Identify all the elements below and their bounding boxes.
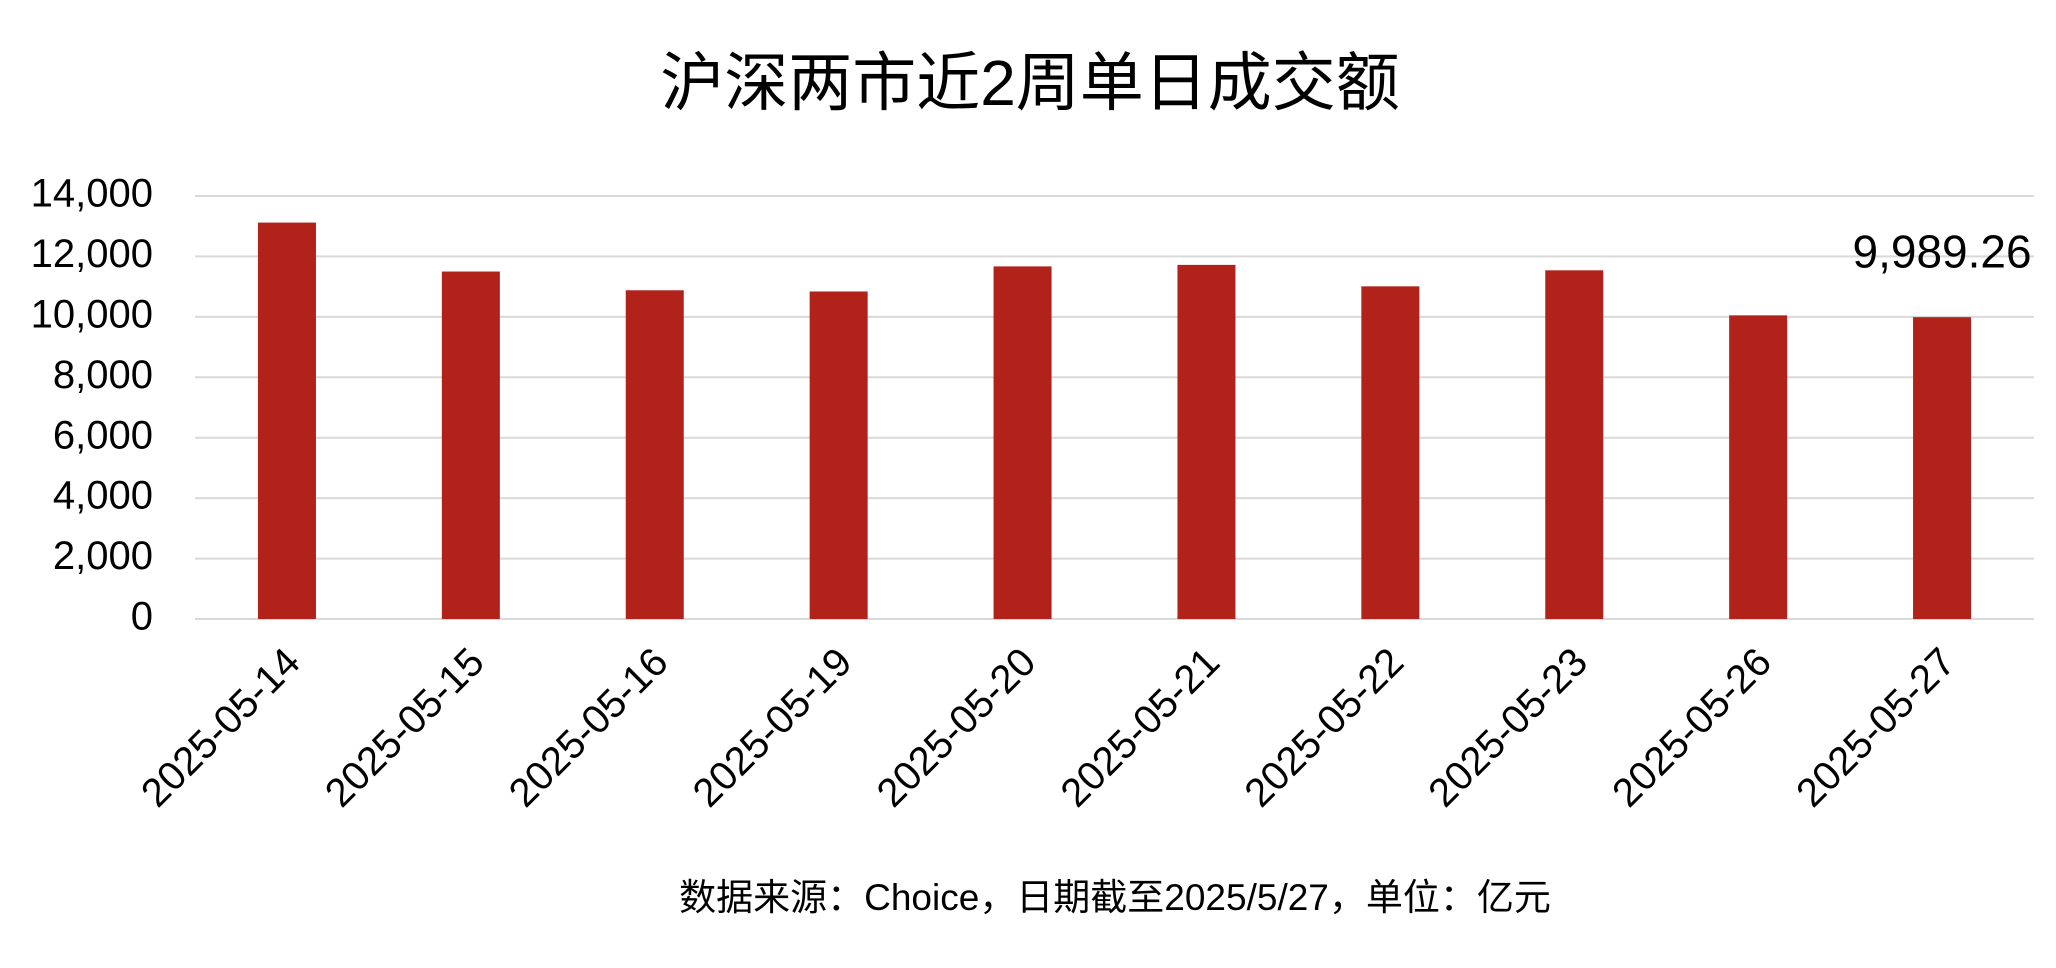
bar [1913, 317, 1972, 619]
bar [1177, 264, 1236, 619]
bar [1729, 315, 1788, 619]
x-tick-label: 2025-05-15 [317, 640, 493, 816]
y-tick-label: 6,000 [53, 413, 153, 457]
source-note: 数据来源：Choice，日期截至2025/5/27，单位：亿元 [679, 877, 1551, 918]
chart-title: 沪深两市近2周单日成交额 [660, 47, 1400, 119]
y-tick-label: 12,000 [31, 232, 153, 276]
x-tick-label: 2025-05-14 [133, 640, 309, 816]
x-tick-label: 2025-05-16 [501, 640, 677, 816]
x-tick-label: 2025-05-23 [1420, 640, 1596, 816]
bar [625, 290, 684, 619]
y-tick-label: 2,000 [53, 534, 153, 578]
data-label: 9,989.26 [1853, 225, 2032, 277]
x-tick-label: 2025-05-19 [685, 640, 861, 816]
x-tick-label: 2025-05-26 [1604, 640, 1780, 816]
y-tick-label: 14,000 [31, 172, 153, 216]
y-tick-label: 0 [131, 595, 153, 639]
bar [441, 271, 500, 619]
x-tick-label: 2025-05-21 [1052, 640, 1228, 816]
bar [1361, 286, 1420, 619]
bar [1545, 270, 1604, 619]
x-tick-label: 2025-05-20 [869, 640, 1045, 816]
bar [809, 291, 868, 619]
bar [257, 222, 316, 620]
y-tick-label: 8,000 [53, 353, 153, 397]
bar [993, 266, 1052, 619]
x-tick-label: 2025-05-22 [1236, 640, 1412, 816]
y-tick-label: 10,000 [31, 292, 153, 336]
y-tick-label: 4,000 [53, 474, 153, 518]
x-tick-label: 2025-05-27 [1788, 640, 1964, 816]
